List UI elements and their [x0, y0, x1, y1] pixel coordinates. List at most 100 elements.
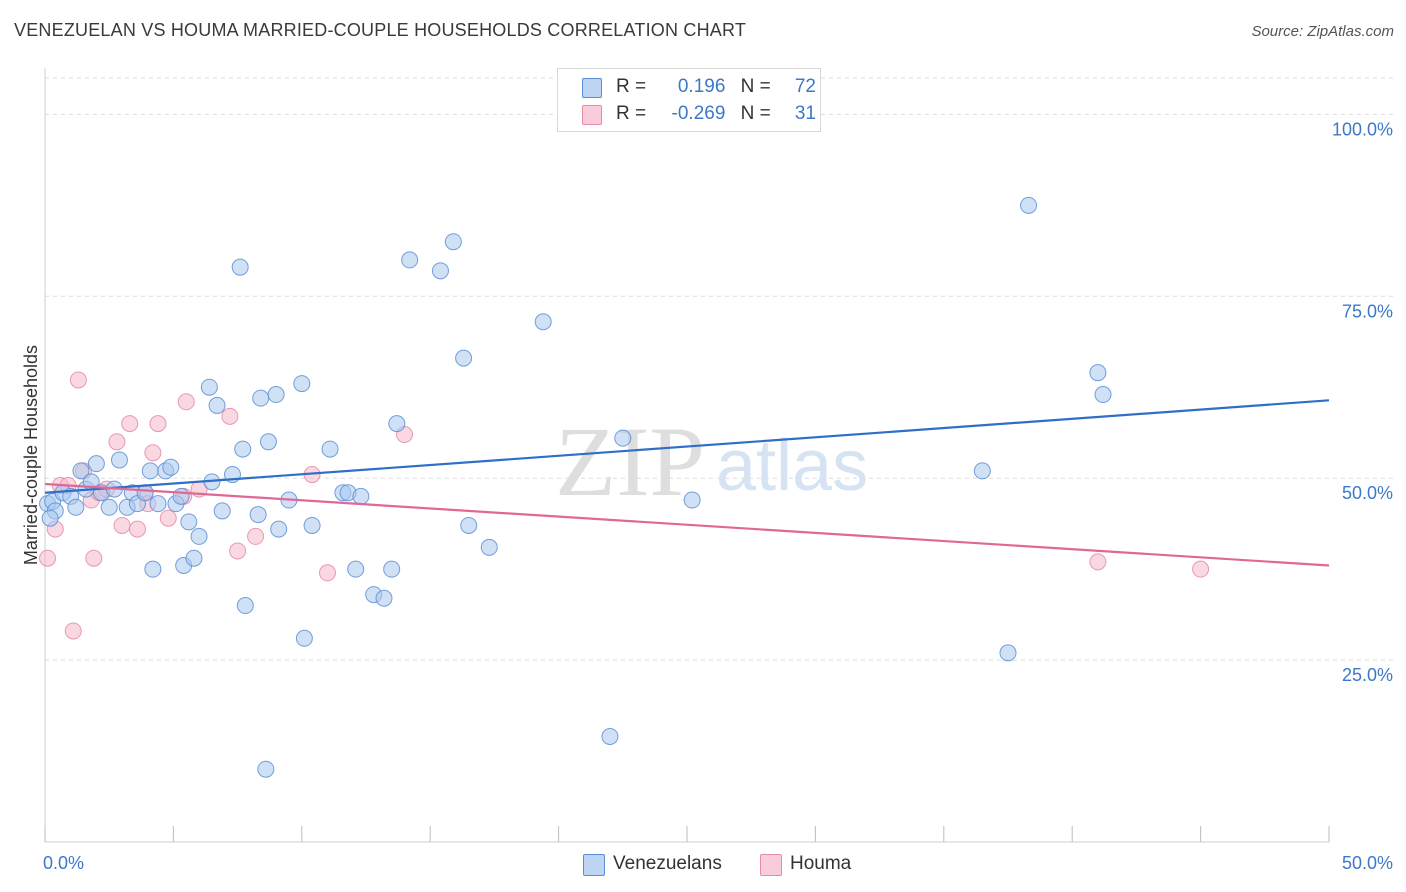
y-tick-label: 100.0%	[1332, 119, 1393, 139]
point-houma	[247, 527, 265, 545]
point-venezuelans	[149, 495, 167, 513]
point-venezuelans	[41, 509, 59, 527]
point-venezuelans	[347, 560, 365, 578]
point-houma	[221, 407, 239, 425]
point-venezuelans	[236, 597, 254, 615]
source-credit: Source: ZipAtlas.com	[1251, 23, 1394, 40]
y-tick-label: 25.0%	[1342, 665, 1393, 685]
point-venezuelans	[383, 560, 401, 578]
legend-r-value: -0.269	[671, 103, 726, 124]
gridlines	[45, 77, 1395, 661]
legend-swatch-venezuelans	[582, 78, 602, 98]
trend-lines	[44, 399, 1330, 567]
legend-n-value: 72	[794, 76, 816, 97]
point-houma	[39, 549, 57, 567]
point-houma	[229, 542, 247, 560]
legend-r-label: R =	[616, 76, 647, 97]
point-venezuelans	[480, 538, 498, 556]
x-tick-label: 50.0%	[1342, 853, 1393, 873]
point-venezuelans	[431, 262, 449, 280]
point-venezuelans	[973, 462, 991, 480]
point-venezuelans	[144, 560, 162, 578]
y-axis-label: Married-couple Households	[21, 345, 41, 565]
point-venezuelans	[295, 629, 313, 647]
point-venezuelans	[321, 440, 339, 458]
point-venezuelans	[460, 516, 478, 534]
point-houma	[69, 371, 87, 389]
point-houma	[318, 564, 336, 582]
point-venezuelans	[213, 502, 231, 520]
bottom-legend-label-venezuelans: Venezuelans	[613, 853, 722, 874]
watermark-zip: ZIP	[555, 406, 705, 517]
point-venezuelans	[375, 589, 393, 607]
point-houma	[113, 516, 131, 534]
point-venezuelans	[257, 760, 275, 778]
point-venezuelans	[249, 506, 267, 524]
x-tick-label: 0.0%	[43, 853, 84, 873]
point-venezuelans	[172, 487, 190, 505]
point-houma	[85, 549, 103, 567]
point-venezuelans	[303, 516, 321, 534]
point-venezuelans	[293, 375, 311, 393]
point-venezuelans	[1089, 364, 1107, 382]
legend-r-value: 0.196	[677, 76, 726, 97]
point-venezuelans	[999, 644, 1017, 662]
point-houma	[177, 393, 195, 411]
point-venezuelans	[444, 233, 462, 251]
point-venezuelans	[259, 433, 277, 451]
point-houma	[1089, 553, 1107, 571]
point-venezuelans	[200, 378, 218, 396]
point-venezuelans	[162, 458, 180, 476]
point-houma	[144, 444, 162, 462]
point-venezuelans	[136, 484, 154, 502]
point-venezuelans	[190, 527, 208, 545]
point-venezuelans	[401, 251, 419, 269]
point-houma	[64, 622, 82, 640]
point-houma	[108, 433, 126, 451]
point-venezuelans	[72, 462, 90, 480]
legend-r-label: R =	[616, 103, 647, 124]
point-venezuelans	[455, 349, 473, 367]
point-venezuelans	[100, 498, 118, 516]
point-venezuelans	[234, 440, 252, 458]
point-venezuelans	[252, 389, 270, 407]
legend-n-label: N =	[740, 103, 771, 124]
bottom-legend-swatch-venezuelans	[583, 854, 605, 876]
axes	[44, 68, 1330, 843]
y-tick-label: 75.0%	[1342, 301, 1393, 321]
point-venezuelans	[141, 462, 159, 480]
point-venezuelans	[601, 727, 619, 745]
tick-labels: 25.0% 50.0% 75.0% 100.0% 0.0% 50.0%	[43, 119, 1393, 873]
point-houma	[128, 520, 146, 538]
point-houma	[159, 509, 177, 527]
point-venezuelans	[87, 455, 105, 473]
point-venezuelans	[208, 396, 226, 414]
point-houma	[121, 415, 139, 433]
correlation-legend: R = 0.196 N = 72 R = -0.269 N = 31	[557, 68, 821, 132]
legend-n-label: N =	[740, 76, 771, 97]
point-venezuelans	[1094, 386, 1112, 404]
point-venezuelans	[388, 415, 406, 433]
trend-line-houma	[44, 482, 1330, 567]
chart-title: VENEZUELAN VS HOUMA MARRIED-COUPLE HOUSE…	[14, 20, 747, 40]
point-venezuelans	[683, 491, 701, 509]
point-venezuelans	[614, 429, 632, 447]
bottom-legend-label-houma: Houma	[790, 853, 852, 874]
point-venezuelans	[180, 513, 198, 531]
point-venezuelans	[270, 520, 288, 538]
point-venezuelans	[67, 498, 85, 516]
y-tick-label: 50.0%	[1342, 483, 1393, 503]
legend-swatch-houma	[582, 105, 602, 125]
point-venezuelans	[231, 258, 249, 276]
trend-line-venezuelans	[44, 399, 1330, 494]
point-venezuelans	[110, 451, 128, 469]
point-venezuelans	[352, 487, 370, 505]
bottom-legend-swatch-houma	[760, 854, 782, 876]
point-venezuelans	[267, 386, 285, 404]
point-venezuelans	[1020, 196, 1038, 214]
legend-n-value: 31	[794, 103, 816, 124]
point-houma	[1192, 560, 1210, 578]
point-houma	[149, 415, 167, 433]
point-venezuelans	[534, 313, 552, 331]
